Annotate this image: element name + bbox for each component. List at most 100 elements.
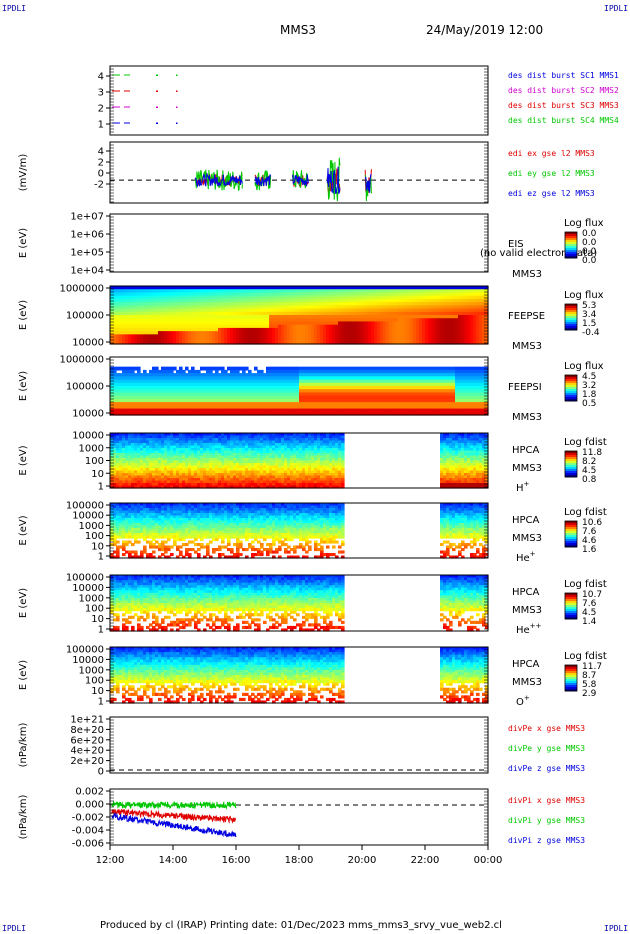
heatmap-cell: [113, 398, 117, 403]
heatmap-cell: [293, 334, 297, 339]
burst-segment: [156, 74, 158, 76]
heatmap-cell: [314, 373, 318, 377]
heatmap-cell: [206, 292, 210, 297]
heatmap-cell: [248, 379, 252, 384]
heatmap-cell: [167, 445, 171, 449]
heatmap-cell: [200, 386, 204, 390]
heatmap-cell: [110, 337, 114, 342]
heatmap-cell: [290, 373, 294, 377]
heatmap-cell: [242, 315, 246, 319]
heatmap-cell: [476, 295, 480, 300]
heatmap-cell: [338, 366, 342, 371]
heatmap-cell: [275, 331, 279, 335]
heatmap-cell: [116, 321, 120, 326]
heatmap-cell: [137, 292, 141, 297]
heatmap-cell: [269, 389, 273, 394]
heatmap-cell: [176, 408, 180, 413]
heatmap-cell: [113, 435, 117, 439]
heatmap-cell: [482, 324, 486, 329]
heatmap-cell: [260, 305, 264, 310]
heatmap-cell: [149, 450, 153, 454]
heatmap-cell: [482, 389, 486, 394]
heatmap-cell: [341, 369, 345, 374]
heatmap-cell: [380, 321, 384, 326]
heatmap-cell: [182, 376, 186, 381]
colorbar-title: Log flux: [564, 218, 604, 229]
heatmap-cell: [365, 405, 369, 410]
heatmap-cell: [125, 478, 129, 482]
heatmap-cell: [215, 295, 219, 300]
heatmap-cell: [329, 411, 333, 416]
heatmap-cell: [440, 411, 444, 416]
heatmap-cell: [194, 298, 198, 303]
heatmap-cell: [263, 373, 267, 377]
heatmap-cell: [152, 327, 156, 332]
heatmap-cell: [149, 485, 153, 489]
heatmap-cell: [164, 340, 168, 345]
colorbar-cell: [565, 240, 577, 243]
heatmap-cell: [269, 286, 273, 290]
heatmap-cell: [239, 298, 243, 303]
heatmap-cell: [464, 286, 468, 290]
heatmap-cell: [401, 321, 405, 326]
heatmap-cell: [485, 318, 489, 323]
heatmap-cell: [215, 308, 219, 313]
heatmap-cell: [122, 483, 126, 487]
heatmap-cell: [413, 408, 417, 413]
heatmap-cell: [362, 392, 366, 397]
heatmap-cell: [482, 405, 486, 410]
heatmap-cell: [350, 324, 354, 329]
heatmap-cell: [341, 408, 345, 413]
heatmap-cell: [137, 340, 141, 345]
heatmap-cell: [428, 295, 432, 300]
heatmap-cell: [275, 389, 279, 394]
heatmap-cell: [125, 445, 129, 449]
heatmap-cell: [479, 395, 483, 400]
heatmap-cell: [236, 295, 240, 300]
heatmap-cell: [149, 433, 153, 437]
heatmap-cell: [392, 386, 396, 390]
heatmap-cell: [119, 340, 123, 345]
heatmap-cell: [419, 305, 423, 310]
heatmap-cell: [209, 331, 213, 335]
heatmap-cell: [473, 376, 477, 381]
heatmap-cell: [110, 408, 114, 413]
heatmap-cell: [335, 302, 339, 306]
heatmap-cell: [182, 392, 186, 397]
heatmap-cell: [155, 405, 159, 410]
heatmap-cell: [359, 331, 363, 335]
heatmap-cell: [119, 395, 123, 400]
heatmap-cell: [455, 305, 459, 310]
heatmap-cell: [419, 379, 423, 384]
heatmap-cell: [293, 366, 297, 371]
heatmap-cell: [140, 315, 144, 319]
heatmap-cell: [206, 324, 210, 329]
heatmap-cell: [257, 324, 261, 329]
heatmap-cell: [191, 286, 195, 290]
heatmap-cell: [461, 386, 465, 390]
heatmap-cell: [314, 402, 318, 406]
heatmap-cell: [143, 302, 147, 306]
heatmap-cell: [122, 468, 126, 472]
heatmap-cell: [161, 321, 165, 326]
heatmap-cell: [404, 340, 408, 345]
heatmap-cell: [299, 366, 303, 371]
heatmap-cell: [179, 298, 183, 303]
heatmap-cell: [392, 318, 396, 323]
heatmap-cell: [131, 448, 135, 452]
heatmap-cell: [440, 334, 444, 339]
heatmap-cell: [185, 331, 189, 335]
heatmap-cell: [248, 315, 252, 319]
heatmap-cell: [170, 369, 174, 374]
heatmap-cell: [338, 298, 342, 303]
heatmap-cell: [140, 411, 144, 416]
heatmap-cell: [161, 485, 165, 489]
heatmap-cell: [143, 331, 147, 335]
heatmap-cell: [305, 376, 309, 381]
heatmap-cell: [263, 334, 267, 339]
heatmap-cell: [284, 311, 288, 316]
heatmap-cell: [176, 295, 180, 300]
heatmap-cell: [314, 286, 318, 290]
colorbar-cell: [565, 393, 577, 396]
heatmap-cell: [236, 389, 240, 394]
